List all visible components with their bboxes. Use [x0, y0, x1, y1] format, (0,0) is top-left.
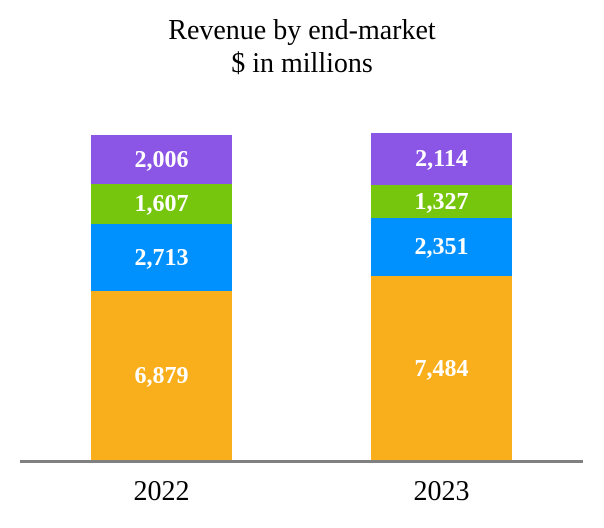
- blue-segment: 2,351: [371, 218, 512, 277]
- segment-value-label: 2,713: [134, 244, 189, 271]
- purple-segment: 2,006: [91, 134, 232, 185]
- segment-value-label: 2,351: [414, 234, 469, 261]
- segment-value-label: 1,607: [134, 191, 189, 218]
- segment-value-label: 6,879: [134, 363, 189, 390]
- purple-segment: 2,114: [371, 133, 512, 186]
- segment-value-label: 2,006: [134, 146, 189, 173]
- x-axis-label-2022: 2022: [133, 476, 190, 507]
- blue-segment: 2,713: [91, 224, 232, 292]
- stacked-bar-2022: 2,006 1,607 2,713 6,879: [91, 134, 232, 461]
- segment-value-label: 7,484: [414, 355, 469, 382]
- chart-title: Revenue by end-market $ in millions: [0, 14, 604, 80]
- segment-value-label: 2,114: [415, 146, 468, 173]
- segment-value-label: 1,327: [414, 188, 469, 215]
- x-axis-label-2023: 2023: [413, 476, 470, 507]
- stacked-bar-2023: 2,114 1,327 2,351 7,484: [371, 133, 512, 461]
- chart-title-subtitle: $ in millions: [231, 48, 373, 79]
- orange-segment: 6,879: [91, 291, 232, 461]
- x-axis-line: [20, 460, 583, 463]
- green-segment: 1,327: [371, 185, 512, 219]
- orange-segment: 7,484: [371, 276, 512, 461]
- chart-title-line1: Revenue by end-market: [168, 15, 436, 46]
- green-segment: 1,607: [91, 184, 232, 225]
